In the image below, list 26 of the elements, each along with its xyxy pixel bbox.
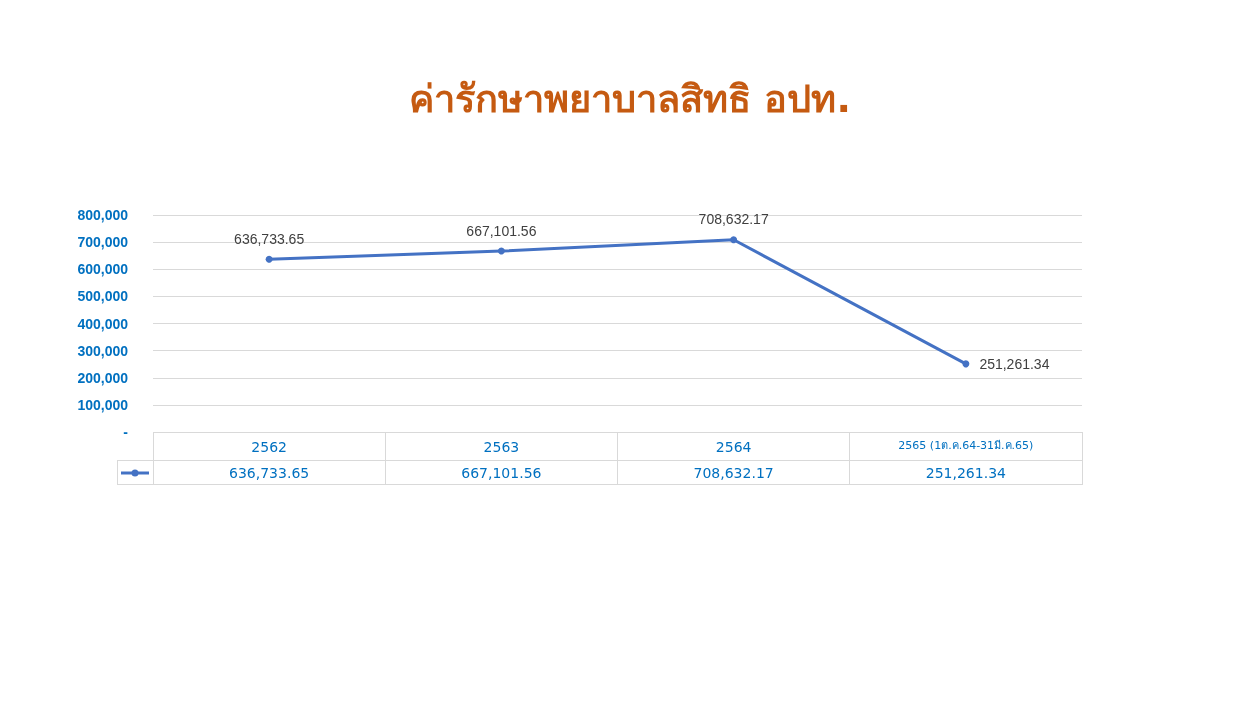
chart-title: ค่ารักษาพยาบาลสิทธิ อปท.: [408, 76, 852, 123]
y-tick-label: -: [123, 424, 129, 440]
y-tick-label: 800,000: [77, 207, 129, 223]
text: 708,632.17: [698, 211, 769, 228]
x-tick-label: 2562: [251, 439, 287, 455]
y-tick-label: 100,000: [77, 396, 129, 413]
x-tick-label: 2565 (1ต.ค.64-31มี.ค.65): [898, 439, 1034, 452]
y-tick-label: 700,000: [77, 234, 129, 251]
point: [962, 360, 970, 368]
point: [497, 247, 505, 255]
text: 636,733.65: [234, 230, 305, 247]
y-tick-label: 600,000: [77, 261, 129, 278]
y-tick-label: 400,000: [77, 315, 129, 332]
data-label: 708,632.17: [617, 460, 850, 485]
y-tick-label: 200,000: [77, 369, 129, 386]
y-tick-label: 500,000: [77, 288, 129, 305]
point: [265, 255, 273, 263]
data-label: 251,261.34: [849, 460, 1082, 485]
text: 251,261.34: [979, 355, 1050, 372]
point: [730, 236, 738, 244]
data-label: 636,733.65: [153, 460, 386, 485]
text: 667,101.56: [466, 222, 537, 239]
data-label: 667,101.56: [385, 460, 618, 485]
y-tick-label: 300,000: [77, 342, 129, 359]
x-tick-label: 2564: [715, 439, 752, 455]
x-tick-label: 2563: [483, 439, 520, 455]
